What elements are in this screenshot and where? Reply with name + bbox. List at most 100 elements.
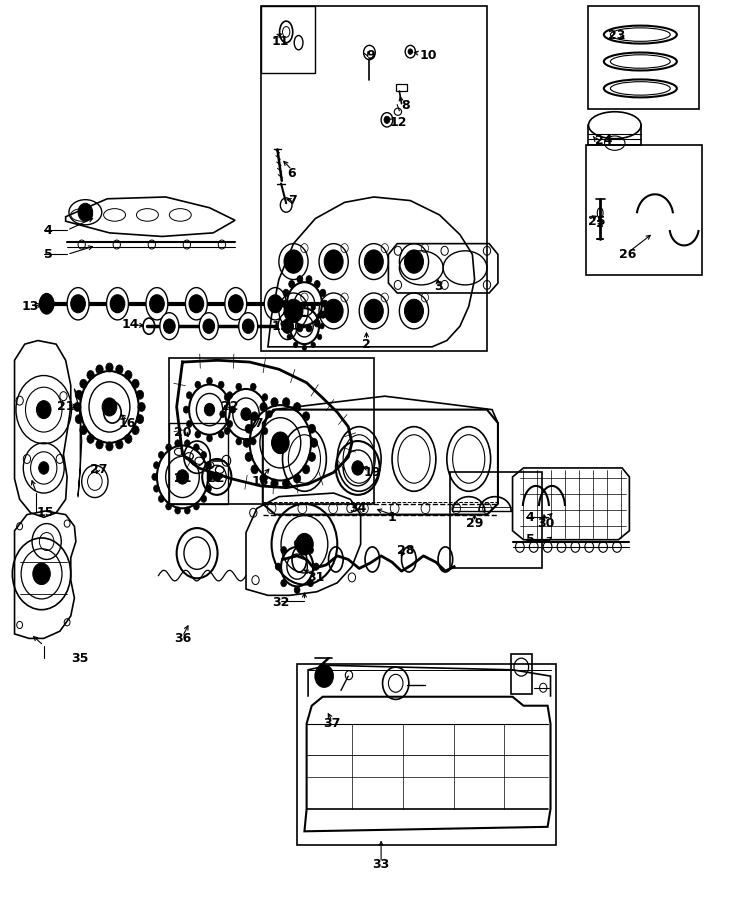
Text: 8: 8 — [402, 99, 410, 112]
Text: 5: 5 — [526, 533, 534, 546]
Circle shape — [236, 383, 242, 391]
Circle shape — [245, 453, 252, 462]
Text: 3: 3 — [434, 280, 443, 293]
Circle shape — [384, 116, 390, 123]
Circle shape — [260, 402, 268, 411]
Circle shape — [106, 363, 113, 372]
Circle shape — [224, 428, 230, 435]
Text: 36: 36 — [174, 632, 191, 645]
Bar — [262, 6, 487, 351]
Circle shape — [282, 479, 290, 488]
Circle shape — [213, 472, 221, 482]
Circle shape — [132, 426, 139, 435]
Circle shape — [293, 305, 298, 310]
Circle shape — [309, 453, 315, 462]
Circle shape — [220, 410, 226, 418]
Circle shape — [275, 563, 281, 571]
Circle shape — [158, 495, 164, 502]
Ellipse shape — [160, 312, 179, 339]
Circle shape — [251, 412, 258, 421]
Text: 33: 33 — [372, 858, 390, 871]
Text: 4: 4 — [526, 511, 534, 524]
Text: 30: 30 — [537, 518, 554, 530]
Circle shape — [283, 311, 289, 319]
Circle shape — [289, 320, 295, 327]
Circle shape — [40, 295, 54, 312]
Circle shape — [302, 345, 306, 350]
Text: 4: 4 — [44, 224, 53, 237]
Circle shape — [320, 323, 324, 328]
Circle shape — [281, 301, 287, 307]
Bar — [396, 84, 407, 91]
Circle shape — [186, 392, 192, 399]
Circle shape — [405, 300, 424, 322]
Text: 23: 23 — [608, 29, 626, 42]
Circle shape — [364, 250, 383, 274]
Ellipse shape — [225, 288, 247, 320]
Circle shape — [283, 289, 289, 296]
Text: 9: 9 — [366, 49, 375, 62]
Circle shape — [324, 300, 343, 322]
Circle shape — [281, 319, 293, 333]
Text: 20: 20 — [174, 426, 191, 438]
Circle shape — [262, 428, 268, 435]
Circle shape — [245, 424, 252, 433]
Bar — [262, 6, 315, 73]
Circle shape — [250, 383, 256, 391]
Circle shape — [207, 473, 213, 481]
Circle shape — [80, 426, 87, 435]
Text: 18: 18 — [252, 475, 269, 488]
Circle shape — [102, 398, 117, 416]
Text: 5: 5 — [44, 248, 53, 261]
Circle shape — [306, 275, 312, 283]
Ellipse shape — [106, 288, 128, 320]
Circle shape — [138, 402, 145, 411]
Circle shape — [205, 403, 215, 416]
Circle shape — [174, 507, 180, 514]
Circle shape — [207, 377, 213, 384]
Circle shape — [294, 540, 300, 547]
Text: 12: 12 — [389, 116, 407, 129]
Text: 17: 17 — [247, 417, 265, 429]
Circle shape — [96, 364, 103, 373]
Circle shape — [106, 442, 113, 451]
Circle shape — [243, 319, 254, 333]
Circle shape — [75, 415, 83, 424]
Circle shape — [317, 334, 322, 339]
Circle shape — [207, 435, 213, 442]
Text: 26: 26 — [619, 248, 636, 261]
Circle shape — [33, 563, 51, 585]
Circle shape — [364, 300, 383, 322]
Ellipse shape — [67, 288, 89, 320]
Circle shape — [87, 435, 95, 444]
Circle shape — [226, 420, 232, 427]
Text: 22: 22 — [207, 472, 224, 485]
Circle shape — [281, 580, 287, 587]
Circle shape — [243, 438, 251, 447]
Ellipse shape — [146, 288, 168, 320]
Circle shape — [303, 465, 310, 473]
Bar — [297, 663, 556, 845]
Circle shape — [320, 311, 325, 319]
Circle shape — [206, 462, 212, 469]
Circle shape — [284, 323, 289, 328]
Text: 7: 7 — [287, 194, 296, 207]
Circle shape — [297, 325, 303, 332]
Circle shape — [293, 342, 298, 347]
Circle shape — [229, 295, 243, 312]
Circle shape — [206, 485, 212, 492]
Circle shape — [185, 440, 191, 447]
Circle shape — [195, 382, 201, 388]
Bar — [451, 472, 542, 569]
Text: 21: 21 — [57, 400, 74, 413]
Circle shape — [303, 412, 310, 421]
Circle shape — [314, 281, 320, 288]
Circle shape — [293, 402, 301, 411]
Circle shape — [267, 410, 272, 418]
Text: 13: 13 — [22, 300, 39, 313]
Text: 19: 19 — [271, 320, 289, 333]
Circle shape — [405, 250, 424, 274]
Ellipse shape — [239, 312, 258, 339]
Circle shape — [284, 300, 303, 322]
Circle shape — [309, 424, 315, 433]
